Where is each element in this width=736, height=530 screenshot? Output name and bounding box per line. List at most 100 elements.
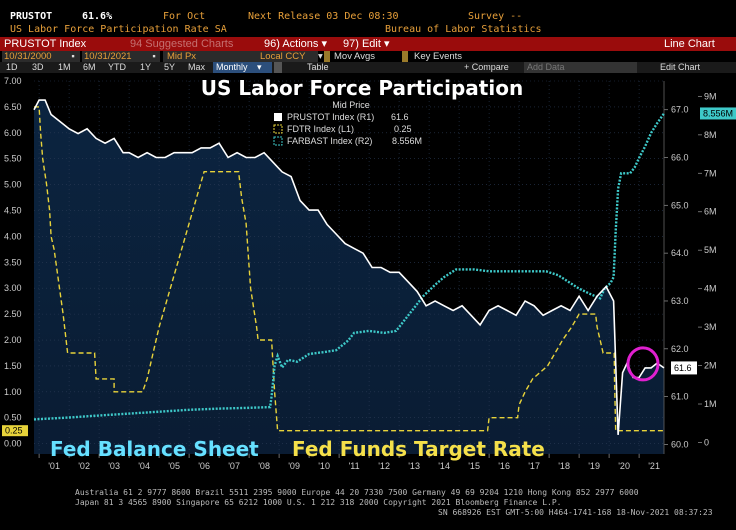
r2-axis-tick-label: 9M <box>704 91 717 101</box>
calendar-start-icon[interactable]: ▪ <box>66 51 80 62</box>
table-button[interactable]: Table <box>307 62 329 72</box>
period-6m[interactable]: 6M <box>83 62 96 72</box>
left-axis-tick-label: 5.00 <box>4 180 22 190</box>
period-max[interactable]: Max <box>188 62 206 72</box>
grid-lines <box>34 80 664 454</box>
r2-axis-ticks: 0 1M 2M 3M 4M 5M 6M 7M 8M 9M <box>698 91 717 447</box>
legend-value-fdtr: 0.25 <box>394 124 412 134</box>
left-axis-tick-label: 0.50 <box>4 413 22 423</box>
footer: Australia 61 2 9777 8600 Brazil 5511 239… <box>0 486 736 530</box>
farbast-series-line <box>33 112 665 421</box>
x-axis-tick-label: '21 <box>648 461 660 471</box>
legend-swatch-prustot <box>274 113 282 121</box>
x-axis-tick-label: '02 <box>78 461 90 471</box>
r1-axis-tick-label: 63.0 <box>671 296 689 306</box>
period-bar: 1D 3D 1M 6M YTD 1Y 5Y Max Monthly ▾ Tabl… <box>0 62 736 73</box>
chart-title: US Labor Force Participation <box>201 76 523 100</box>
x-axis-tick-label: '15 <box>468 461 480 471</box>
left-axis-tick-label: 1.50 <box>4 361 22 371</box>
fed-funds-rate-annotation: Fed Funds Target Rate <box>292 437 545 461</box>
price-type-select[interactable]: Mid Px <box>163 51 259 62</box>
x-axis-tick-label: '09 <box>288 461 300 471</box>
edit-menu[interactable]: 97) Edit ▾ <box>343 38 390 50</box>
next-release-label: Next Release 03 Dec 08:30 <box>248 11 399 22</box>
r2-axis-tick-label: 7M <box>704 168 717 178</box>
end-date-input[interactable]: 10/31/2021 <box>82 51 148 62</box>
r2-axis-tick-label: 3M <box>704 322 717 332</box>
mov-avgs-toggle[interactable]: Mov Avgs <box>334 51 376 62</box>
start-date-input[interactable]: 10/31/2000 <box>2 51 66 62</box>
footer-contacts-line1: Australia 61 2 9777 8600 Brazil 5511 239… <box>75 488 639 497</box>
r1-axis-tick-label: 62.0 <box>671 344 689 354</box>
legend-label-prustot: PRUSTOT Index (R1) <box>287 112 374 122</box>
left-axis-tick-label: 3.00 <box>4 283 22 293</box>
x-axis-tick-label: '10 <box>318 461 330 471</box>
x-axis-tick-label: '05 <box>168 461 180 471</box>
currency-dropdown-icon[interactable]: ▾ <box>318 51 323 62</box>
x-axis-tick-label: '06 <box>198 461 210 471</box>
ticker-label: PRUSTOT <box>10 11 53 22</box>
security-header: PRUSTOT 61.6% For Oct Next Release 03 De… <box>0 0 736 24</box>
key-events-toggle[interactable]: Key Events <box>414 51 463 62</box>
r2-axis-tick-label: 8M <box>704 130 717 140</box>
x-axis-tick-label: '01 <box>48 461 60 471</box>
fed-balance-sheet-annotation: Fed Balance Sheet <box>50 437 259 461</box>
security-description: US Labor Force Participation Rate SA Bur… <box>0 24 736 36</box>
currency-select[interactable]: Local CCY <box>258 51 318 62</box>
period-5y[interactable]: 5Y <box>164 62 176 72</box>
calendar-end-icon[interactable]: ▪ <box>148 51 160 62</box>
period-3d[interactable]: 3D <box>32 62 44 72</box>
source-text: Bureau of Labor Statistics <box>385 24 542 35</box>
actions-menu[interactable]: 96) Actions ▾ <box>264 38 327 50</box>
x-axis-tick-label: '16 <box>498 461 510 471</box>
ticker-value: 61.6% <box>82 11 113 22</box>
frequency-select[interactable]: Monthly <box>213 62 272 73</box>
x-axis-tick-label: '18 <box>558 461 570 471</box>
r2-axis-tick-label: 6M <box>704 207 717 217</box>
legend-label-fdtr: FDTR Index (L1) <box>287 124 354 134</box>
x-axis-tick-label: '11 <box>349 461 360 471</box>
mov-avgs-checkbox[interactable] <box>324 51 330 62</box>
r2-axis-tick-label: 0 <box>704 437 709 447</box>
compare-button[interactable]: + Compare <box>464 62 509 72</box>
r1-axis-tick-label: 65.0 <box>671 200 689 210</box>
suggested-charts-button[interactable]: 94 Suggested Charts <box>130 38 234 50</box>
period-1y[interactable]: 1Y <box>140 62 152 72</box>
add-data-input[interactable]: Add Data <box>524 62 637 73</box>
period-ytd[interactable]: YTD <box>108 62 126 72</box>
prustot-area-fill <box>34 100 664 454</box>
x-axis-tick-label: '12 <box>378 461 390 471</box>
fdtr-series-line <box>34 106 664 432</box>
frequency-dropdown-icon[interactable]: ▾ <box>257 62 262 72</box>
period-1m[interactable]: 1M <box>58 62 71 72</box>
x-axis-tick-label: '20 <box>618 461 630 471</box>
x-axis-tick-label: '04 <box>138 461 150 471</box>
x-axis-tick-label: '19 <box>588 461 600 471</box>
legend-label-farbast: FARBAST Index (R2) <box>287 136 372 146</box>
legend-swatch-fdtr <box>273 124 283 134</box>
security-field[interactable]: PRUSTOT Index <box>4 38 87 50</box>
view-mode-label: Line Chart <box>664 38 715 50</box>
legend-swatch-farbast <box>273 136 283 146</box>
x-axis-tick-label: '17 <box>528 461 540 471</box>
left-axis-tick-label: 1.00 <box>4 387 22 397</box>
x-axis-tick-label: '07 <box>228 461 240 471</box>
left-axis-tick-label: 4.50 <box>4 206 22 216</box>
last-value-fdtr-box <box>2 425 28 437</box>
footer-session-line: SN 668926 EST GMT-5:00 H464-1741-168 18-… <box>438 508 713 517</box>
last-value-fdtr: 0.25 <box>5 426 23 436</box>
last-value-farbast-box <box>700 107 736 120</box>
left-axis-tick-label: 2.00 <box>4 335 22 345</box>
edit-chart-button[interactable]: Edit Chart <box>660 62 701 72</box>
last-value-farbast: 8.556M <box>703 108 733 118</box>
table-icon[interactable] <box>274 62 282 73</box>
left-axis-tick-label: 4.00 <box>4 231 22 241</box>
key-events-checkbox[interactable] <box>402 51 408 62</box>
survey-label: Survey -- <box>468 11 523 22</box>
period-1d[interactable]: 1D <box>6 62 18 72</box>
left-axis-tick-label: 2.50 <box>4 309 22 319</box>
left-axis-tick-label: 0.00 <box>4 439 22 449</box>
left-axis-tick-label: 3.50 <box>4 257 22 267</box>
x-axis-ticks: '01 '02 '03 '04 '05 '06 '07 '08 '09 '10 '11 '12 '13 '… <box>38 454 660 471</box>
r1-axis-tick-label: 61.0 <box>671 392 689 402</box>
